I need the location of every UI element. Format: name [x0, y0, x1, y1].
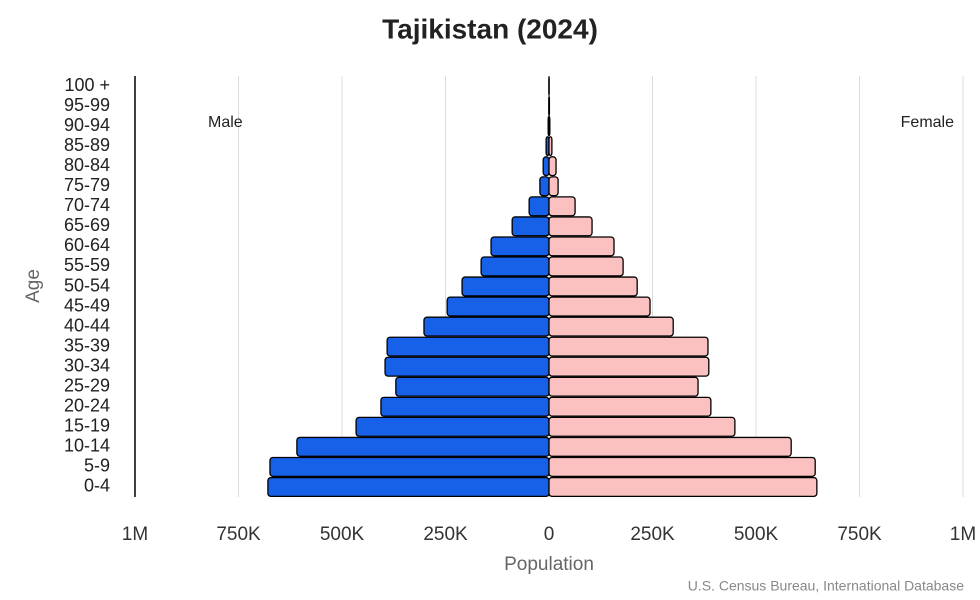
y-tick-label: 65-69	[64, 215, 110, 235]
bar	[542, 156, 550, 177]
x-tick-label: 500K	[320, 524, 365, 545]
legend-male: Male	[208, 114, 243, 131]
bar	[380, 396, 550, 417]
bar	[269, 456, 550, 478]
x-tick-label: 250K	[423, 524, 468, 545]
y-tick-label: 5-9	[84, 456, 110, 476]
y-tick-label: 35-39	[64, 335, 110, 355]
bar	[539, 176, 550, 197]
bar	[511, 216, 550, 237]
y-tick-label: 0-4	[84, 476, 110, 496]
bar	[548, 196, 576, 217]
y-tick-label: 100 +	[64, 75, 110, 95]
y-tick-label: 95-99	[64, 95, 110, 115]
bar	[548, 176, 559, 197]
x-tick-label: 750K	[216, 524, 261, 545]
y-tick-label: 60-64	[64, 235, 110, 255]
x-tick-label: 1M	[122, 524, 148, 545]
bar	[548, 316, 674, 337]
bar	[548, 136, 553, 157]
bar	[548, 116, 551, 137]
y-tick-label: 15-19	[64, 416, 110, 436]
bar	[296, 436, 550, 457]
bar	[384, 356, 550, 377]
bar	[548, 156, 557, 177]
bar	[548, 236, 615, 257]
y-tick-label: 10-14	[64, 436, 110, 456]
bar	[548, 336, 709, 357]
y-tick-label: 20-24	[64, 396, 110, 416]
bar	[480, 256, 550, 277]
y-tick-label: 55-59	[64, 255, 110, 275]
bar	[528, 196, 550, 217]
y-tick-label: 50-54	[64, 275, 110, 295]
source: U.S. Census Bureau, International Databa…	[688, 578, 964, 594]
y-tick-label: 25-29	[64, 375, 110, 395]
y-tick-label: 70-74	[64, 195, 110, 215]
bar	[548, 256, 624, 277]
y-axis-label: Age	[23, 269, 44, 303]
x-axis-label: Population	[504, 554, 594, 575]
y-tick-label: 30-34	[64, 355, 110, 375]
y-tick-label: 45-49	[64, 295, 110, 315]
y-tick-label: 80-84	[64, 155, 110, 175]
bar	[548, 296, 651, 317]
bar	[355, 416, 550, 437]
chart-title: Tajikistan (2024)	[382, 13, 598, 44]
bar	[386, 336, 550, 357]
bar	[395, 376, 550, 397]
bar	[548, 356, 710, 377]
bar	[548, 396, 712, 417]
bar	[490, 236, 550, 257]
y-tick-label: 90-94	[64, 115, 110, 135]
x-tick-label: 750K	[837, 524, 882, 545]
y-tick-label: 75-79	[64, 175, 110, 195]
bar	[548, 476, 818, 498]
bar	[548, 376, 699, 397]
bar	[548, 276, 638, 297]
x-tick-label: 500K	[734, 524, 779, 545]
bar	[548, 216, 593, 237]
x-tick-label: 250K	[630, 524, 675, 545]
y-tick-label: 40-44	[64, 315, 110, 335]
bar	[461, 276, 550, 297]
bar	[446, 296, 550, 317]
y-tick-label: 85-89	[64, 135, 110, 155]
x-tick-label: 0	[544, 524, 555, 545]
bar	[548, 436, 792, 457]
bar	[267, 476, 550, 498]
bar	[423, 316, 550, 337]
legend-female: Female	[901, 114, 954, 131]
bar	[548, 416, 736, 437]
x-tick-label: 1M	[950, 524, 976, 545]
bar	[548, 456, 816, 478]
